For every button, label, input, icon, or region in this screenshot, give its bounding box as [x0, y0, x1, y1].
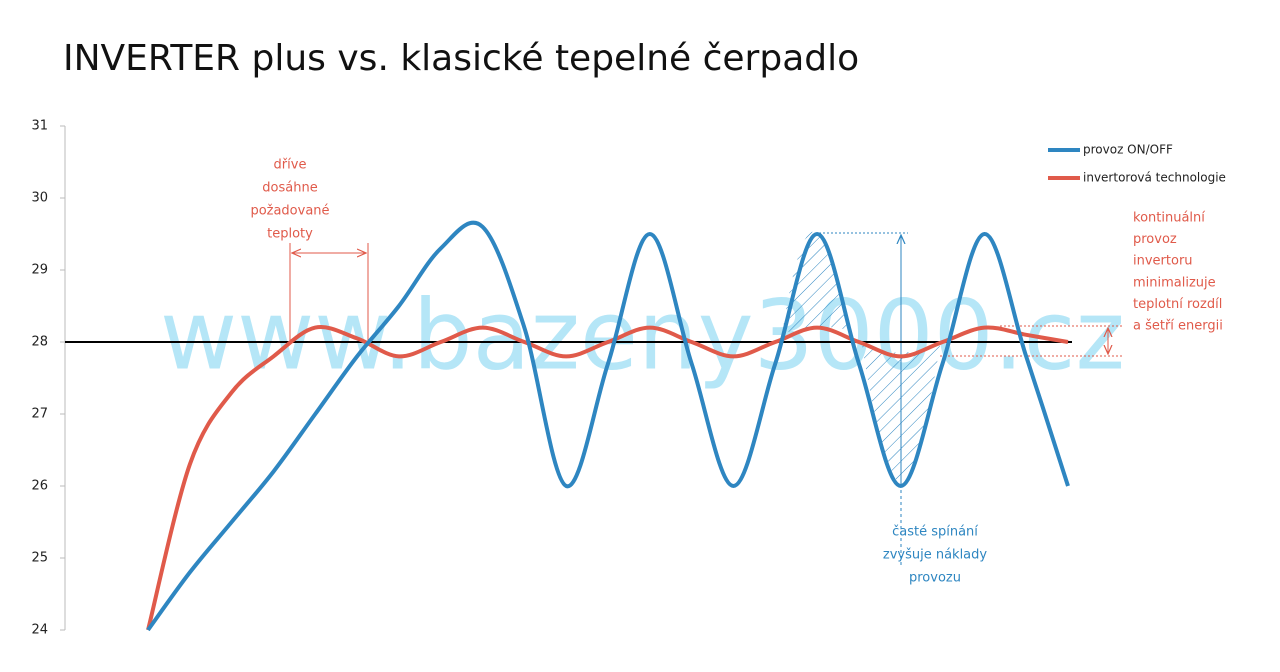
annotation: invertoru	[1133, 254, 1193, 269]
watermark: www.bazeny3000.cz	[160, 279, 1125, 391]
y-tick-label: 26	[31, 479, 48, 494]
hatch-area	[782, 231, 848, 334]
y-tick-label: 28	[31, 335, 48, 350]
legend-label: invertorová technologie	[1083, 171, 1226, 185]
y-tick-label: 25	[31, 551, 48, 566]
annotation: kontinuální	[1133, 211, 1205, 226]
y-tick-label: 31	[31, 119, 48, 134]
y-tick-label: 24	[31, 623, 48, 638]
y-tick-label: 30	[31, 191, 48, 206]
annotation: požadované	[250, 204, 329, 219]
annotation: a šetří energii	[1133, 319, 1223, 334]
annotation: zvyšuje náklady	[883, 548, 988, 563]
y-tick-label: 27	[31, 407, 48, 422]
annotation: dříve	[274, 158, 307, 173]
chart-title: INVERTER plus vs. klasické tepelné čerpa…	[63, 38, 859, 79]
annotation: teploty	[267, 227, 313, 242]
annotation: dosáhne	[262, 181, 317, 196]
annotation: provozu	[909, 571, 961, 586]
series-line	[146, 325, 1069, 631]
legend-label: provoz ON/OFF	[1083, 143, 1173, 157]
y-tick-label: 29	[31, 263, 48, 278]
annotation: minimalizuje	[1133, 275, 1216, 290]
annotation: provoz	[1133, 232, 1177, 247]
annotation: časté spínání	[892, 525, 978, 540]
series-line	[146, 220, 1070, 632]
annotation: teplotní rozdíl	[1133, 297, 1222, 312]
